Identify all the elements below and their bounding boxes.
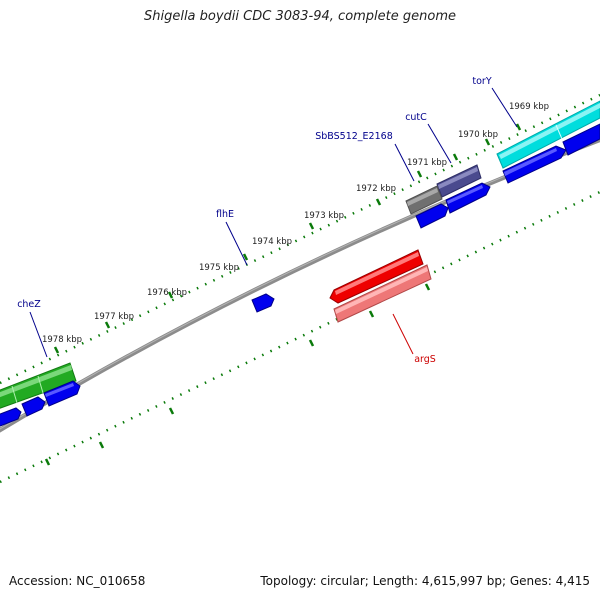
cds-arrow[interactable] [562, 123, 600, 156]
outer-tick-ring [0, 93, 600, 385]
torY-leader [491, 87, 518, 128]
major-tick [452, 153, 459, 161]
kbp-label: 1976 kbp [147, 288, 187, 298]
major-tick [104, 321, 111, 329]
major-tick [308, 222, 315, 230]
major-tick [98, 441, 105, 449]
feature-argS-rna-shine [335, 267, 428, 314]
cds-arrow[interactable] [21, 396, 46, 417]
major-ticks [44, 123, 522, 466]
feature-cutC-gene-shine [438, 167, 478, 189]
flhE-leader [225, 221, 248, 266]
cds-arrow[interactable] [502, 145, 567, 184]
cds-arrow-shine [45, 383, 74, 397]
cds-arrow[interactable] [43, 380, 81, 407]
major-tick [168, 407, 175, 415]
major-tick [242, 253, 249, 261]
feature-SbBS512_E2168-gene-shine [407, 188, 438, 206]
gene-label-cutC: cutC [405, 112, 427, 123]
kbp-label: 1974 kbp [252, 237, 292, 247]
map-title: Shigella boydii CDC 3083-94, complete ge… [143, 9, 457, 24]
gene-label-argS: argS [414, 354, 436, 365]
kbp-label: 1977 kbp [94, 312, 134, 322]
kbp-label: 1975 kbp [199, 263, 239, 273]
feature-divider [37, 375, 44, 394]
SbBS512_E2168-leader [394, 143, 415, 182]
genome-summary: Topology: circular; Length: 4,615,997 bp… [260, 574, 590, 588]
cutC-leader [427, 123, 452, 164]
feature-argS-gene-shine [335, 252, 419, 295]
cds-arrow[interactable] [0, 407, 22, 428]
feature-cheZ-gene-shine [0, 365, 72, 398]
major-tick [368, 310, 375, 318]
cds-arrow-shine [504, 148, 557, 176]
kbp-label: 1973 kbp [304, 211, 344, 221]
inner-tick-ring [0, 190, 600, 484]
cheZ-leader [29, 311, 48, 358]
major-tick [44, 458, 51, 466]
major-tick [416, 170, 423, 178]
cds-arrow-shine [447, 185, 483, 204]
major-tick [167, 291, 174, 299]
major-tick [484, 138, 491, 146]
kbp-label: 1969 kbp [509, 102, 549, 112]
cds-arrow[interactable] [445, 182, 491, 214]
kbp-label: 1978 kbp [42, 335, 82, 345]
feature-divider [11, 385, 18, 404]
major-tick [308, 339, 315, 347]
cds-arrow[interactable] [251, 293, 275, 313]
major-tick [375, 198, 382, 206]
major-tick [424, 283, 431, 291]
kbp-label: 1971 kbp [407, 158, 447, 168]
gene-label-flhE: flhE [216, 209, 234, 220]
argS-leader [392, 313, 414, 355]
gene-label-SbBS512_E2168: SbBS512_E2168 [315, 131, 393, 142]
kbp-label: 1972 kbp [356, 184, 396, 194]
gene-label-torY: torY [472, 76, 491, 87]
feature-divider [555, 124, 563, 140]
accession-label: Accession: NC_010658 [9, 574, 146, 588]
gene-label-cheZ: cheZ [17, 299, 41, 310]
kbp-label: 1970 kbp [458, 130, 498, 140]
feature-torY-gene-shine [499, 103, 600, 159]
major-tick [515, 123, 522, 131]
cds-arrow[interactable] [415, 203, 449, 229]
major-tick [53, 346, 60, 354]
